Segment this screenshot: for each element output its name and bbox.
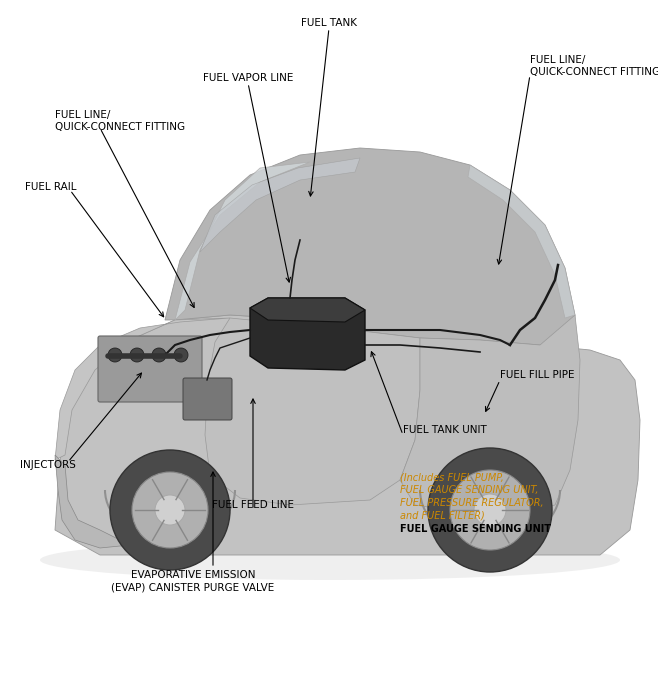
Circle shape xyxy=(155,495,185,525)
Text: INJECTORS: INJECTORS xyxy=(20,460,76,470)
Polygon shape xyxy=(468,165,575,318)
Polygon shape xyxy=(55,455,130,548)
Circle shape xyxy=(428,448,552,572)
Polygon shape xyxy=(175,162,310,320)
FancyBboxPatch shape xyxy=(183,378,232,420)
FancyBboxPatch shape xyxy=(98,336,202,402)
Polygon shape xyxy=(55,318,230,460)
Polygon shape xyxy=(250,298,365,370)
Polygon shape xyxy=(205,318,420,505)
Text: FUEL FILL PIPE: FUEL FILL PIPE xyxy=(500,370,574,380)
Polygon shape xyxy=(165,148,575,345)
Ellipse shape xyxy=(40,540,620,580)
Polygon shape xyxy=(250,298,365,322)
Text: FUEL VAPOR LINE: FUEL VAPOR LINE xyxy=(203,73,293,83)
Circle shape xyxy=(152,348,166,362)
Circle shape xyxy=(450,470,530,550)
Circle shape xyxy=(108,348,122,362)
Text: and FUEL FILTER): and FUEL FILTER) xyxy=(400,511,485,521)
Text: (Includes FUEL PUMP,: (Includes FUEL PUMP, xyxy=(400,472,504,482)
Text: EVAPORATIVE EMISSION
(EVAP) CANISTER PURGE VALVE: EVAPORATIVE EMISSION (EVAP) CANISTER PUR… xyxy=(111,570,274,592)
Text: FUEL LINE/
QUICK-CONNECT FITTING: FUEL LINE/ QUICK-CONNECT FITTING xyxy=(55,110,185,132)
Text: FUEL GAUGE SENDING UNIT: FUEL GAUGE SENDING UNIT xyxy=(400,524,551,534)
Text: FUEL PRESSURE REGULATOR,: FUEL PRESSURE REGULATOR, xyxy=(400,498,544,508)
Text: FUEL RAIL: FUEL RAIL xyxy=(25,182,76,192)
Polygon shape xyxy=(55,315,640,555)
Circle shape xyxy=(174,348,188,362)
Text: FUEL LINE/
QUICK-CONNECT FITTING: FUEL LINE/ QUICK-CONNECT FITTING xyxy=(530,55,658,78)
Text: FUEL TANK UNIT: FUEL TANK UNIT xyxy=(403,425,487,435)
Circle shape xyxy=(132,472,208,548)
Polygon shape xyxy=(400,315,580,515)
Circle shape xyxy=(110,450,230,570)
Circle shape xyxy=(474,494,506,526)
Circle shape xyxy=(130,348,144,362)
Text: FUEL GAUGE SENDING UNIT,: FUEL GAUGE SENDING UNIT, xyxy=(400,485,538,495)
Text: FUEL TANK: FUEL TANK xyxy=(301,18,357,28)
Text: FUEL FEED LINE: FUEL FEED LINE xyxy=(212,500,294,510)
Polygon shape xyxy=(200,158,360,252)
